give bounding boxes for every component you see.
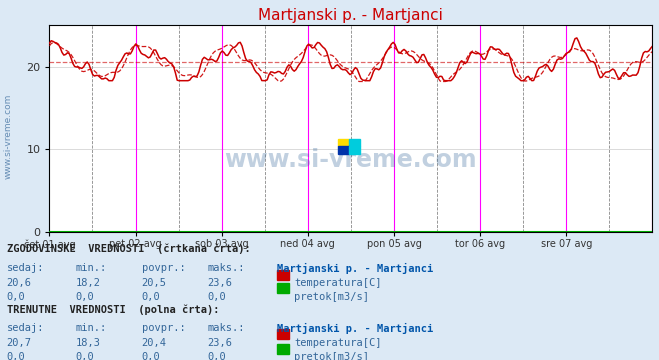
Text: TRENUTNE  VREDNOSTI  (polna črta):: TRENUTNE VREDNOSTI (polna črta): <box>7 304 219 315</box>
Text: 0,0: 0,0 <box>208 292 226 302</box>
Text: temperatura[C]: temperatura[C] <box>294 278 382 288</box>
Text: 20,5: 20,5 <box>142 278 167 288</box>
Text: www.si-vreme.com: www.si-vreme.com <box>3 94 13 180</box>
Text: ZGODOVINSKE  VREDNOSTI  (črtkana črta):: ZGODOVINSKE VREDNOSTI (črtkana črta): <box>7 243 250 253</box>
Text: 23,6: 23,6 <box>208 278 233 288</box>
Text: povpr.:: povpr.: <box>142 323 185 333</box>
Text: Martjanski p. - Martjanci: Martjanski p. - Martjanci <box>277 323 433 334</box>
Text: sedaj:: sedaj: <box>7 263 44 273</box>
Text: sedaj:: sedaj: <box>7 323 44 333</box>
Text: 0,0: 0,0 <box>142 352 160 360</box>
Text: pretok[m3/s]: pretok[m3/s] <box>294 292 369 302</box>
Title: Martjanski p. - Martjanci: Martjanski p. - Martjanci <box>258 8 444 23</box>
Text: 20,6: 20,6 <box>7 278 32 288</box>
Text: www.si-vreme.com: www.si-vreme.com <box>225 148 477 172</box>
Text: 0,0: 0,0 <box>76 352 94 360</box>
Text: 0,0: 0,0 <box>208 352 226 360</box>
Bar <box>349 146 360 153</box>
Text: 20,4: 20,4 <box>142 338 167 348</box>
Text: povpr.:: povpr.: <box>142 263 185 273</box>
Text: 0,0: 0,0 <box>7 352 25 360</box>
Text: 18,3: 18,3 <box>76 338 101 348</box>
Text: 23,6: 23,6 <box>208 338 233 348</box>
Text: 18,2: 18,2 <box>76 278 101 288</box>
Text: 20,7: 20,7 <box>7 338 32 348</box>
Text: min.:: min.: <box>76 323 107 333</box>
Text: 0,0: 0,0 <box>76 292 94 302</box>
Text: pretok[m3/s]: pretok[m3/s] <box>294 352 369 360</box>
Bar <box>349 139 360 146</box>
Bar <box>338 146 349 153</box>
Text: 0,0: 0,0 <box>7 292 25 302</box>
Text: 0,0: 0,0 <box>142 292 160 302</box>
Text: temperatura[C]: temperatura[C] <box>294 338 382 348</box>
Text: min.:: min.: <box>76 263 107 273</box>
Text: maks.:: maks.: <box>208 263 245 273</box>
Text: maks.:: maks.: <box>208 323 245 333</box>
Text: Martjanski p. - Martjanci: Martjanski p. - Martjanci <box>277 263 433 274</box>
Bar <box>338 139 349 146</box>
